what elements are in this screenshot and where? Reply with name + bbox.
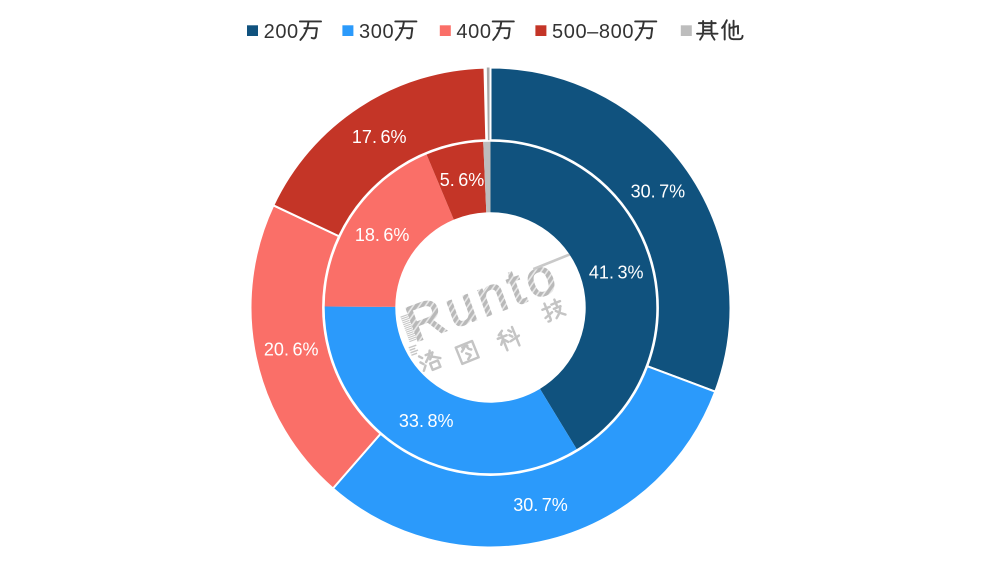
svg-text:500–800: 500–800 xyxy=(552,21,634,43)
svg-text:5.6%: 5. 6% xyxy=(440,170,485,190)
svg-text:200: 200 xyxy=(264,21,299,43)
svg-text:300: 300 xyxy=(359,21,394,43)
svg-text:400: 400 xyxy=(456,21,491,43)
